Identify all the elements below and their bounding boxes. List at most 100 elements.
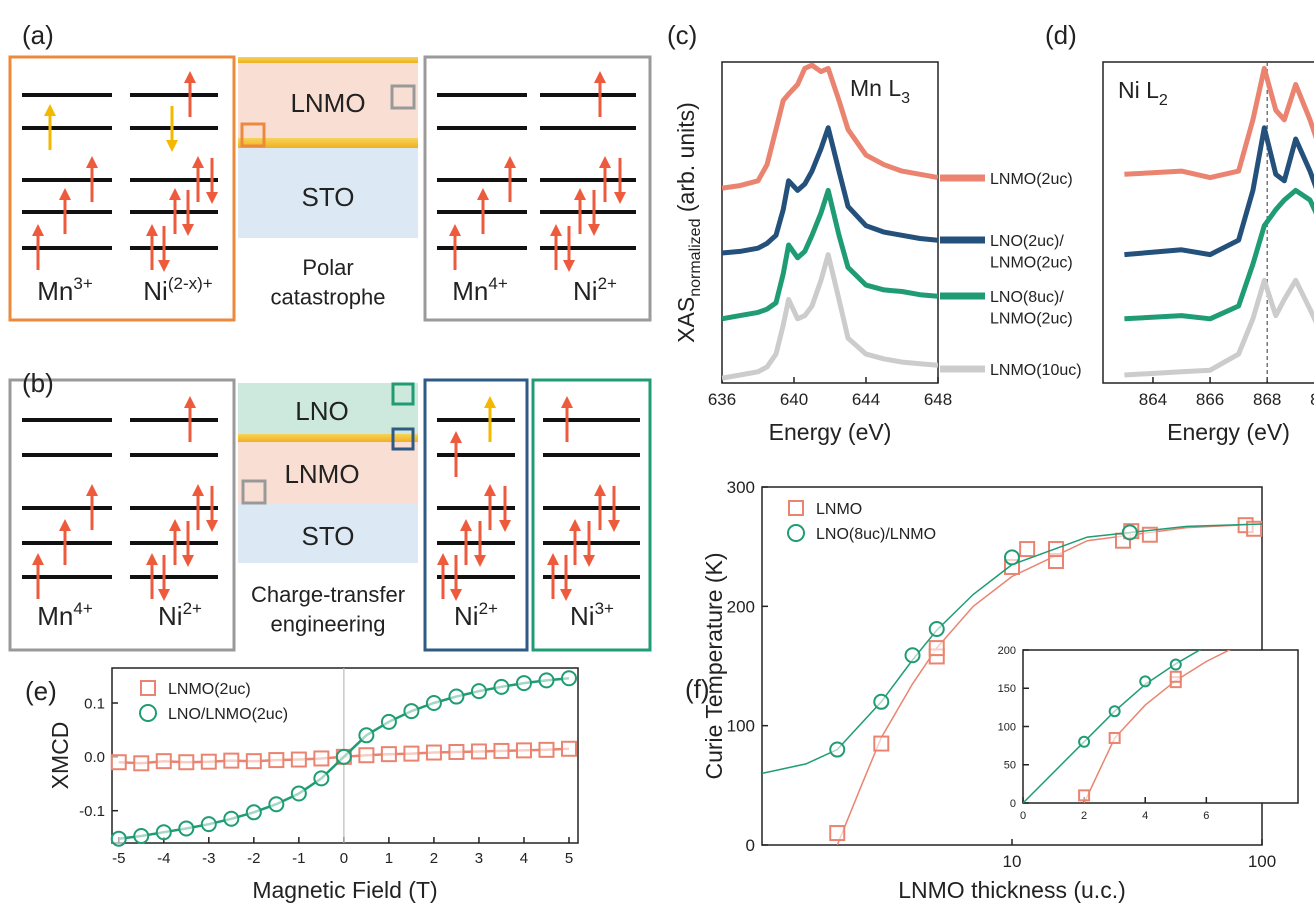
marker-circle [904, 647, 921, 664]
annotation-text: Ni L [1118, 77, 1159, 103]
legend-marker [787, 524, 805, 542]
y-tick-label: 100 [727, 717, 755, 736]
ion-label: Mn4+ [37, 599, 93, 631]
spin-arrow-head [32, 553, 44, 565]
y-axis-label-sub: normalized [687, 219, 704, 297]
marker-square [425, 744, 442, 761]
marker-square [290, 751, 307, 768]
marker-square [223, 752, 240, 769]
x-tick-label: -3 [202, 850, 215, 867]
ion-element: Ni [454, 601, 479, 631]
spin-arrow-head [561, 396, 573, 408]
x-tick-label: 870 [1310, 390, 1314, 409]
marker-circle [1169, 658, 1182, 671]
marker-circle [515, 675, 532, 692]
ion-element: Ni [143, 276, 168, 306]
marker-square [241, 479, 267, 505]
ion-charge: 4+ [73, 599, 92, 618]
lnmo-layer [238, 57, 418, 145]
marker-square [391, 382, 415, 406]
marker-circle [133, 828, 150, 844]
y-tick-label: 200 [998, 645, 1016, 657]
marker-circle [110, 830, 127, 847]
marker-circle [1078, 735, 1091, 748]
x-tick-label: 0 [340, 850, 348, 867]
legend-marker [139, 704, 157, 722]
marker-circle [245, 804, 262, 821]
marker-square [245, 753, 262, 770]
marker-square [110, 754, 127, 771]
y-tick-label: 0.1 [84, 695, 105, 712]
ion-label: Ni(2-x)+ [143, 274, 213, 306]
spectrum-line [1124, 125, 1314, 258]
spin-arrow-head [477, 188, 489, 200]
legend-label: LNMO(2uc) [990, 171, 1073, 188]
annotation-sub: 2 [1159, 91, 1168, 109]
marker-square [1019, 541, 1036, 558]
spin-arrow-head [484, 396, 496, 408]
ion-label: Mn3+ [37, 274, 93, 306]
spin-arrow-head [614, 192, 626, 204]
spin-arrow-head [547, 553, 559, 565]
marker-square [390, 84, 416, 110]
marker-square [448, 744, 465, 760]
spin-arrow-head [158, 589, 170, 601]
y-tick-label: -0.1 [79, 803, 105, 820]
ion-charge: (2-x)+ [168, 274, 213, 293]
plot-frame [1102, 61, 1314, 384]
panel-label: (c) [667, 20, 697, 50]
annotation: Mn L3 [850, 75, 910, 107]
box-orange [8, 55, 236, 322]
lno-layer [238, 383, 418, 437]
marker-square [313, 750, 330, 767]
plot-frame [721, 61, 939, 384]
spin-arrow-head [44, 104, 56, 116]
marker-circle [560, 670, 577, 687]
marker-square [200, 753, 217, 770]
marker-square [928, 640, 945, 657]
spin-arrow-head [504, 156, 516, 168]
x-tick-label: 640 [780, 390, 808, 409]
spin-arrow-head [574, 188, 586, 200]
marker-circle [313, 770, 330, 787]
marker-square [268, 752, 285, 769]
spectrum-line [722, 62, 938, 191]
x-tick-label: 2 [1081, 810, 1087, 822]
panel-label: (f) [685, 674, 710, 704]
y-axis-label-unit: (arb. units) [673, 102, 699, 218]
sto-layer [238, 503, 418, 563]
spin-arrow-head [192, 156, 204, 168]
x-tick-label: 3 [475, 850, 483, 867]
layer-label: LNO [295, 396, 348, 426]
y-tick-label: 300 [727, 478, 755, 497]
x-tick-label: 4 [1142, 810, 1148, 822]
y-tick-label: 50 [1004, 760, 1016, 772]
spectrum-line [722, 187, 938, 322]
x-tick-label: -2 [247, 850, 260, 867]
interface [238, 434, 418, 442]
x-tick-label: 0 [1020, 810, 1026, 822]
spin-arrow-head [182, 555, 194, 567]
spectrum-line [722, 252, 938, 381]
fit-line [1083, 650, 1231, 803]
text-line: LNMO(2uc) [990, 311, 1073, 328]
marker-circle [470, 683, 487, 700]
spin-arrow-head [550, 224, 562, 236]
panel-label: (d) [1045, 20, 1077, 50]
marker-circle [1121, 524, 1138, 541]
marker-square [1078, 789, 1091, 802]
legend-label: LNO(2uc)/ LNMO(2uc) [990, 233, 1073, 272]
spin-arrow-head [86, 156, 98, 168]
ion-charge: 2+ [183, 599, 202, 618]
marker-circle [448, 688, 465, 705]
spin-arrow-head [184, 71, 196, 83]
legend-label: LNO(8uc)/ LNMO(2uc) [990, 289, 1073, 328]
ion-label: Ni2+ [158, 599, 202, 631]
marker-square [133, 755, 150, 772]
spin-arrow-head [437, 553, 449, 565]
text-line: LNO(2uc)/ [990, 233, 1064, 250]
text-line: Polar [302, 255, 353, 280]
x-tick-label: 10 [1003, 852, 1022, 871]
marker-square [358, 747, 375, 764]
